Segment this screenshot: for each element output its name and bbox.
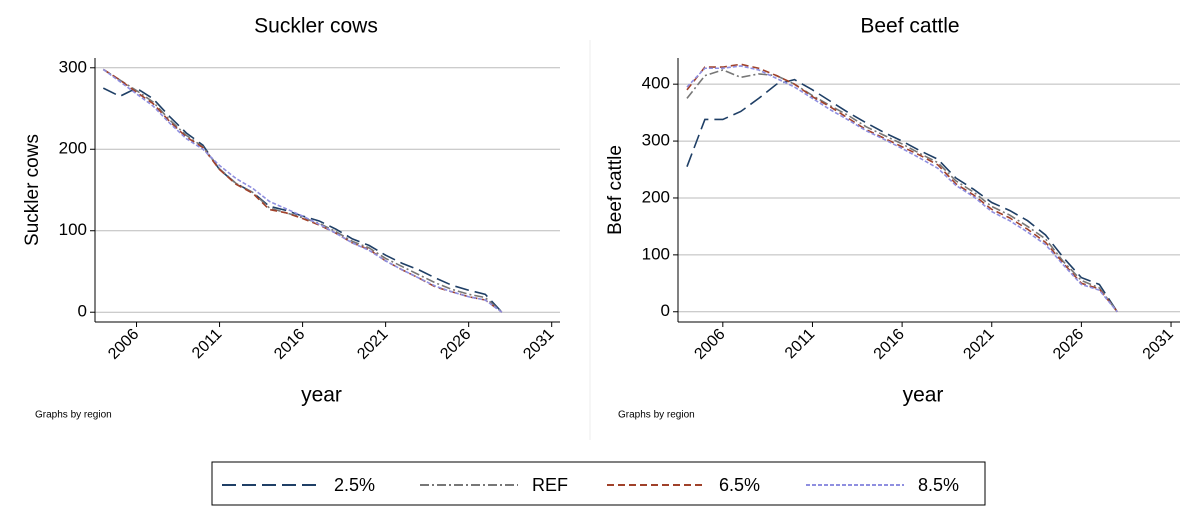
series-line (102, 68, 503, 313)
x-axis-title: year (903, 384, 944, 407)
series-line (686, 69, 1118, 313)
x-tick-label: 2021 (960, 326, 997, 363)
y-tick-label: 100 (642, 244, 670, 263)
legend-label: 6.5% (719, 475, 760, 495)
note: Graphs by region (35, 410, 112, 421)
series-line (686, 78, 1118, 313)
x-tick-label: 2021 (354, 326, 391, 363)
x-tick-label: 2011 (189, 326, 225, 362)
x-tick-label: 2006 (105, 326, 142, 363)
series-line (102, 87, 503, 313)
chart-title: Beef cattle (860, 15, 959, 38)
legend-label: 8.5% (918, 475, 959, 495)
y-tick-label: 400 (642, 74, 670, 93)
x-tick-label: 2031 (520, 326, 557, 363)
x-tick-label: 2016 (871, 326, 908, 363)
legend-box (211, 461, 986, 506)
x-tick-label: 2016 (271, 326, 308, 363)
x-axis-title: year (301, 384, 342, 407)
y-tick-label: 100 (59, 220, 87, 239)
y-tick-label: 200 (642, 187, 670, 206)
series-line (102, 68, 503, 313)
y-tick-label: 200 (59, 139, 87, 158)
series-line (102, 68, 503, 313)
series-line (686, 65, 1118, 313)
x-tick-label: 2006 (691, 326, 728, 363)
x-tick-label: 2026 (437, 326, 474, 363)
legend-label: 2.5% (334, 475, 375, 495)
y-tick-label: 300 (59, 57, 87, 76)
x-tick-label: 2026 (1050, 326, 1087, 363)
y-tick-label: 0 (78, 302, 87, 321)
x-tick-label: 2031 (1140, 326, 1177, 363)
series-line (686, 63, 1118, 313)
y-axis-title: Beef cattle (605, 145, 626, 235)
note: Graphs by region (618, 410, 695, 421)
legend-label: REF (532, 475, 568, 495)
y-axis-title: Suckler cows (22, 134, 43, 246)
x-tick-label: 2011 (782, 326, 818, 362)
chart-title: Suckler cows (254, 15, 378, 38)
y-tick-label: 0 (661, 301, 670, 320)
y-tick-label: 300 (642, 131, 670, 150)
